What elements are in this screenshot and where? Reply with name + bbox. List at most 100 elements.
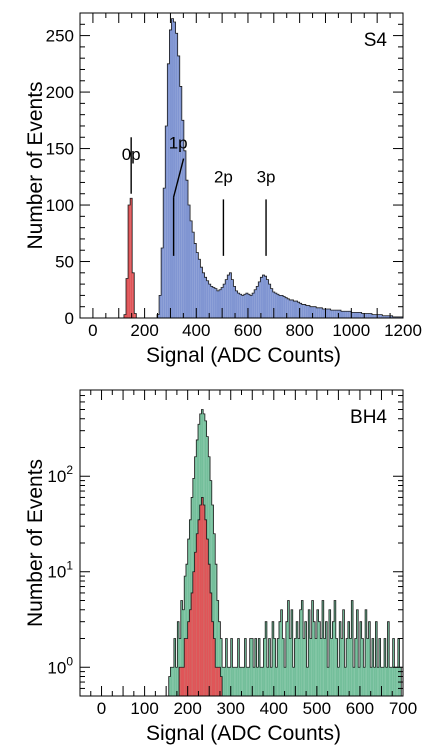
histogram-bar [223, 667, 226, 696]
histogram-bar [315, 638, 317, 696]
histogram-bar [337, 667, 340, 696]
histogram-bar [189, 519, 192, 696]
histogram-bar [220, 638, 223, 696]
histogram-bar [225, 279, 228, 318]
histogram-bar [227, 275, 230, 318]
histogram-bar [235, 667, 238, 696]
histogram-bar [192, 232, 195, 318]
histogram-bar [184, 576, 186, 696]
histogram-bar [289, 638, 292, 696]
histogram-bar [322, 308, 325, 318]
histogram-bar [233, 286, 236, 318]
histogram-bar [356, 609, 359, 696]
histogram-bar [270, 667, 273, 696]
x-tick-label: 1000 [332, 321, 370, 340]
histogram-bar [351, 600, 354, 696]
panel-label: S4 [364, 30, 388, 51]
histogram-bar [167, 63, 170, 319]
histogram-bar [263, 638, 266, 696]
histogram-bar [375, 621, 378, 696]
histogram-bar [256, 667, 259, 696]
histogram-bar [132, 272, 135, 318]
histogram-bar [278, 621, 281, 696]
histogram-bar [253, 667, 255, 696]
histogram-bar [374, 314, 377, 318]
histogram-bar [211, 621, 214, 696]
histogram-bar [163, 188, 166, 318]
histogram-bar [283, 296, 286, 318]
histogram-bar [125, 278, 129, 318]
histogram-bar [340, 311, 344, 318]
histogram-bar [182, 609, 185, 696]
histogram-bar [326, 308, 329, 318]
histogram-bar [320, 638, 323, 696]
histogram-bar [312, 306, 315, 318]
histogram-bar [277, 638, 279, 696]
histogram-bar [367, 313, 370, 318]
histogram-bar [254, 289, 257, 318]
histogram-bar [239, 667, 242, 696]
histogram-bar [285, 297, 288, 318]
histogram-bar [196, 533, 199, 696]
histogram-bar [221, 287, 224, 318]
histogram-bar [218, 667, 221, 696]
histogram-bar [309, 638, 312, 696]
histogram-bar [371, 314, 375, 318]
histogram-bar [247, 667, 250, 696]
histogram-bar [247, 294, 251, 318]
histogram-bar [194, 552, 197, 696]
x-tick-label: 600 [234, 321, 262, 340]
histogram-bar [185, 564, 188, 696]
histogram-bar [184, 638, 186, 696]
histogram-bar [215, 667, 217, 696]
histogram-bar [192, 571, 195, 696]
histogram-bar [177, 55, 180, 318]
x-axis-title: Signal (ADC Counts) [146, 344, 341, 367]
histogram-bar [343, 311, 346, 318]
histogram-bar [241, 667, 243, 696]
histogram-bar [252, 293, 255, 318]
histogram-outline [156, 18, 404, 318]
histogram-bar [204, 277, 207, 318]
histogram-bar [297, 638, 300, 696]
histogram-bar [245, 293, 248, 318]
histogram-bar [328, 308, 331, 318]
histogram-bar [249, 638, 252, 696]
histogram-bar [159, 295, 162, 318]
histogram-bar [220, 676, 223, 696]
histogram-bar [179, 667, 181, 696]
histogram-bar [202, 272, 205, 318]
histogram-bar [293, 301, 296, 318]
histogram-bar [232, 667, 235, 696]
histogram-bar [191, 592, 193, 696]
y-tick-label: 150 [46, 140, 74, 159]
histogram-bar [361, 313, 364, 318]
histogram-bar [371, 638, 374, 696]
peak-annotation-1p: 1p [169, 134, 188, 153]
histogram-bar [323, 638, 326, 696]
histogram-bar [168, 676, 171, 696]
histogram-bar [396, 316, 399, 318]
histogram-bar [187, 539, 190, 696]
histogram-bar [304, 621, 307, 696]
histogram-bar [216, 600, 219, 696]
histogram-bar [400, 316, 403, 318]
histogram-bar [353, 312, 356, 318]
histogram-bar [297, 302, 300, 318]
x-tick-label: 400 [182, 321, 210, 340]
histogram-bar [270, 288, 273, 318]
histogram-bar [392, 316, 395, 318]
histogram-bar [284, 667, 286, 696]
histogram-bar [296, 621, 298, 696]
histogram-bar [396, 667, 398, 696]
histogram-bar [388, 315, 391, 318]
histogram-bar [332, 621, 335, 696]
histogram-bar [235, 290, 238, 318]
x-tick-label: 800 [285, 321, 313, 340]
histogram-bar [171, 18, 174, 319]
histogram-bar [246, 667, 248, 696]
histogram-bar [294, 638, 297, 696]
histogram-bar [231, 279, 234, 318]
histogram-bar [318, 621, 321, 696]
